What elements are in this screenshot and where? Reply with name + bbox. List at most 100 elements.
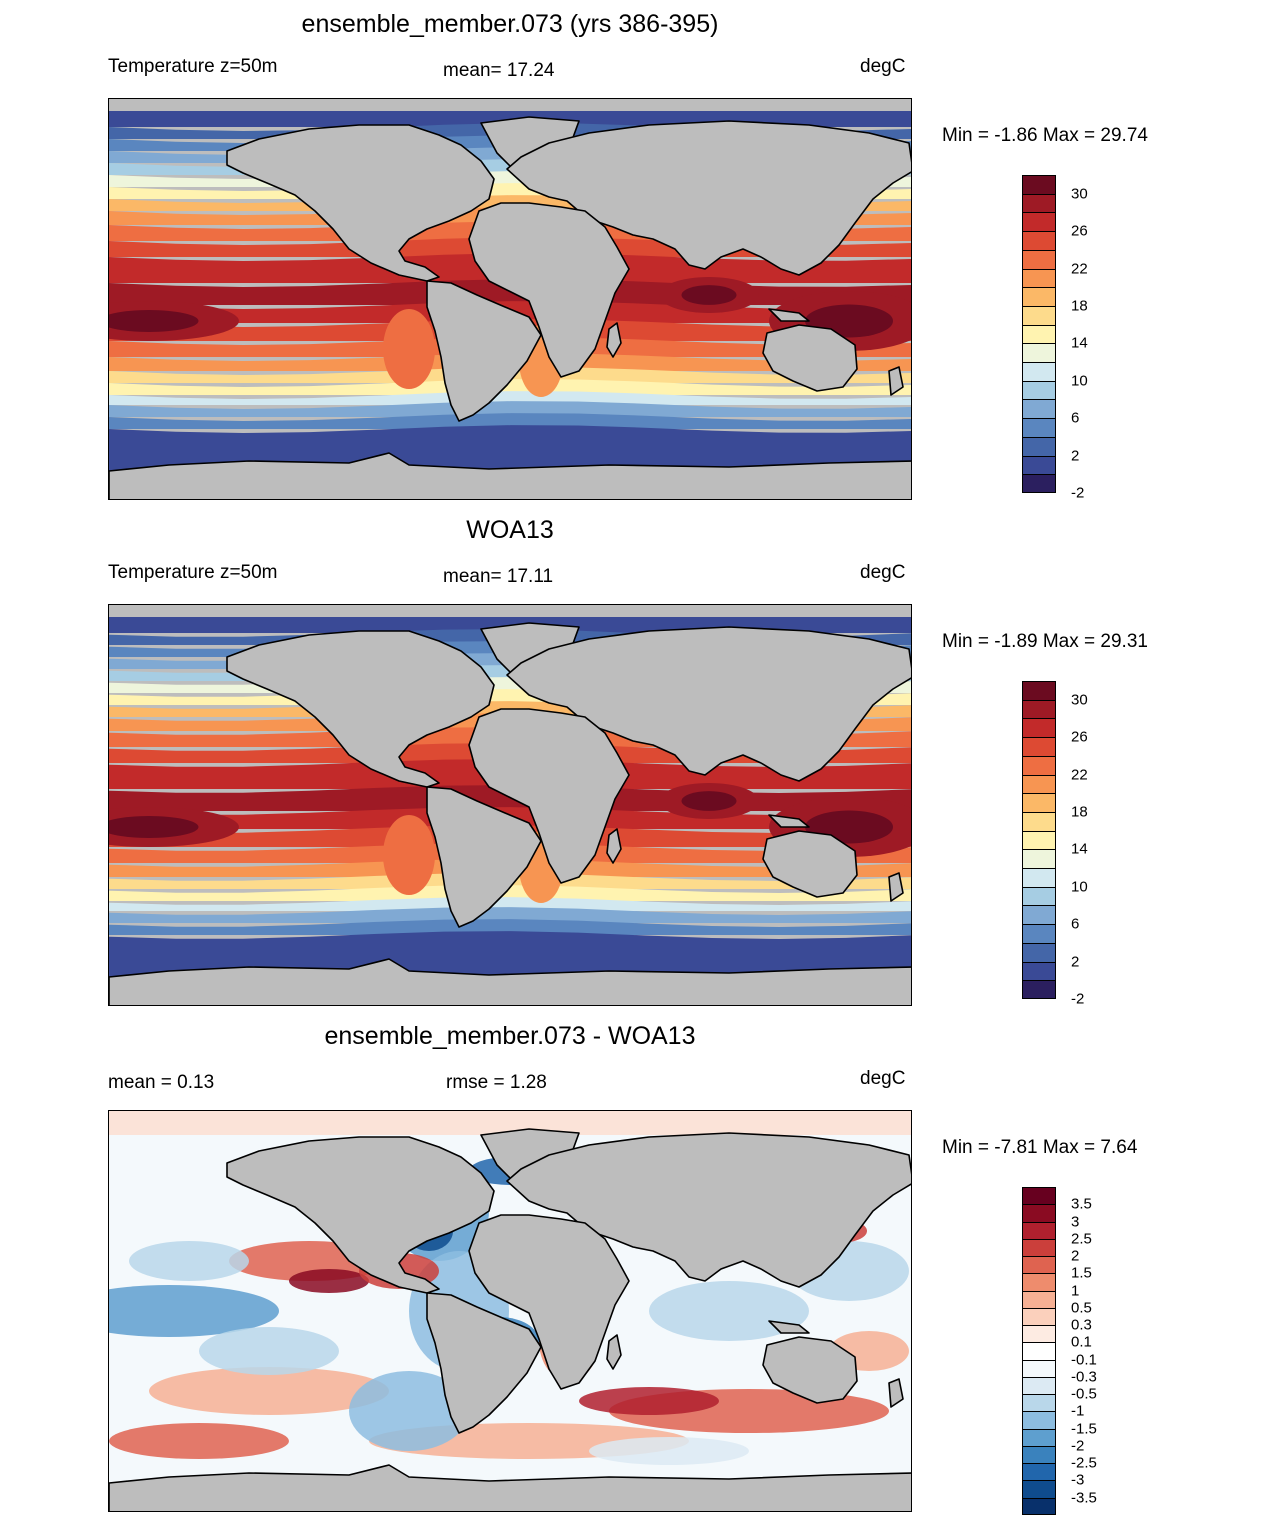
colorbar-box: [1022, 249, 1056, 270]
colorbar-box: [1022, 287, 1056, 307]
colorbar-box: [1022, 961, 1056, 981]
colorbar-box: [1022, 980, 1056, 1000]
units-label: degC: [860, 562, 906, 583]
colorbar-box: [1022, 718, 1056, 738]
land-mask: [109, 99, 911, 499]
colorbar-tick-label: 26: [1071, 728, 1088, 746]
colorbar: 3.5 3 2.5 2 1.5 1 0.5 0.3 0.1 -0.1 -0.3 -0.5 -1 -1.5-…: [1022, 1187, 1097, 1516]
colorbar-box: [1022, 699, 1056, 719]
colorbar: 30 26 22 18 14 10 6 2 -2: [1022, 175, 1088, 502]
temperature-map: [108, 604, 912, 1006]
colorbar-box: [1022, 942, 1056, 963]
map-svg: [109, 99, 911, 499]
colorbar-tick-label: -3: [1071, 1471, 1085, 1489]
colorbar-tick-label: 14: [1071, 840, 1088, 858]
colorbar-box: [1022, 830, 1056, 850]
colorbar-box: [1022, 231, 1056, 251]
colorbar-tick-label: 22: [1071, 260, 1088, 278]
colorbar-box: [1022, 1428, 1056, 1447]
colorbar-tick-label: 2.5: [1071, 1230, 1092, 1248]
colorbar-box: [1022, 1411, 1056, 1430]
colorbar: 30 26 22 18 14 10 6 2 -2: [1022, 681, 1088, 1008]
colorbar-box: [1022, 774, 1056, 794]
colorbar-tick-label: -2: [1071, 990, 1085, 1008]
panel-title: ensemble_member.073 (yrs 386-395): [301, 10, 719, 38]
colorbar-tick-label: -2: [1071, 1437, 1085, 1455]
colorbar-box: [1022, 1273, 1056, 1292]
colorbar-box: [1022, 905, 1056, 925]
colorbar-tick-label: 26: [1071, 222, 1088, 240]
rmse-label: rmse = 1.28: [446, 1072, 547, 1093]
colorbar-tick-label: 18: [1071, 297, 1088, 315]
units-label: degC: [860, 1068, 906, 1089]
colorbar-box: [1022, 1325, 1056, 1343]
colorbar-tick-label: 10: [1071, 878, 1088, 896]
colorbar-tick-label: -0.1: [1071, 1351, 1097, 1369]
colorbar-box: [1022, 1204, 1056, 1222]
land-mask: [109, 1128, 911, 1511]
colorbar-box: [1022, 793, 1056, 813]
colorbar-tick-label: 0.3: [1071, 1316, 1092, 1334]
temperature-map: [108, 98, 912, 500]
colorbar-tick-label: 3: [1071, 1213, 1080, 1231]
colorbar-box: [1022, 212, 1056, 232]
colorbar-tick-label: -2: [1071, 484, 1085, 502]
colorbar-tick-label: 2: [1071, 447, 1080, 465]
colorbar-box: [1022, 1445, 1056, 1464]
colorbar-box: [1022, 343, 1056, 363]
min-max-label: Min = -7.81 Max = 7.64: [942, 1137, 1138, 1158]
colorbar-tick-label: 3.5: [1071, 1195, 1092, 1213]
colorbar-tick-label: 1.5: [1071, 1264, 1092, 1282]
min-max-label: Min = -1.86 Max = 29.74: [942, 125, 1148, 146]
variable-label: Temperature z=50m: [108, 562, 278, 583]
colorbar-box: [1022, 1480, 1056, 1499]
colorbar-tick-label: 22: [1071, 766, 1088, 784]
colorbar-tick-label: 30: [1071, 185, 1088, 203]
colorbar-tick-label: 6: [1071, 915, 1080, 933]
colorbar-box: [1022, 436, 1056, 457]
colorbar-box: [1022, 455, 1056, 475]
colorbar-tick-label: 0.5: [1071, 1299, 1092, 1317]
colorbar-box: [1022, 193, 1056, 213]
colorbar-box: [1022, 1238, 1056, 1257]
colorbar-box: [1022, 849, 1056, 869]
colorbar-box: [1022, 175, 1056, 195]
colorbar-tick-label: -1.5: [1071, 1420, 1097, 1438]
colorbar-box: [1022, 1187, 1056, 1205]
colorbar-box: [1022, 1290, 1056, 1309]
difference-map: [108, 1110, 912, 1512]
colorbar-tick-label: -2.5: [1071, 1454, 1097, 1472]
colorbar-box: [1022, 380, 1056, 400]
colorbar-tick-label: 2: [1071, 1247, 1080, 1265]
colorbar-tick-label: 6: [1071, 409, 1080, 427]
units-label: degC: [860, 56, 906, 77]
panel-model: ensemble_member.073 (yrs 386-395) Temper…: [0, 0, 1285, 506]
land-mask: [109, 605, 911, 1005]
colorbar-box: [1022, 418, 1056, 438]
map-svg: [109, 605, 911, 1005]
colorbar-box: [1022, 886, 1056, 906]
min-max-label: Min = -1.89 Max = 29.31: [942, 631, 1148, 652]
mean-label: mean= 17.24: [443, 60, 555, 81]
colorbar-tick-label: 18: [1071, 803, 1088, 821]
colorbar-tick-label: -3.5: [1071, 1489, 1097, 1507]
colorbar-box: [1022, 305, 1056, 326]
colorbar-tick-label: -1: [1071, 1402, 1085, 1420]
colorbar-box: [1022, 755, 1056, 776]
colorbar-box: [1022, 1342, 1056, 1361]
colorbar-box: [1022, 1497, 1056, 1516]
variable-label: Temperature z=50m: [108, 56, 278, 77]
colorbar-box: [1022, 474, 1056, 494]
colorbar-box: [1022, 268, 1056, 288]
colorbar-tick-label: 30: [1071, 691, 1088, 709]
colorbar-box: [1022, 811, 1056, 832]
colorbar-box: [1022, 1376, 1056, 1395]
colorbar-box: [1022, 868, 1056, 888]
colorbar-tick-label: 2: [1071, 953, 1080, 971]
colorbar-box: [1022, 924, 1056, 944]
mean-label: mean= 17.11: [443, 566, 554, 587]
colorbar-box: [1022, 324, 1056, 344]
panel-title: WOA13: [466, 516, 554, 544]
colorbar-box: [1022, 1221, 1056, 1240]
colorbar-tick-label: 10: [1071, 372, 1088, 390]
